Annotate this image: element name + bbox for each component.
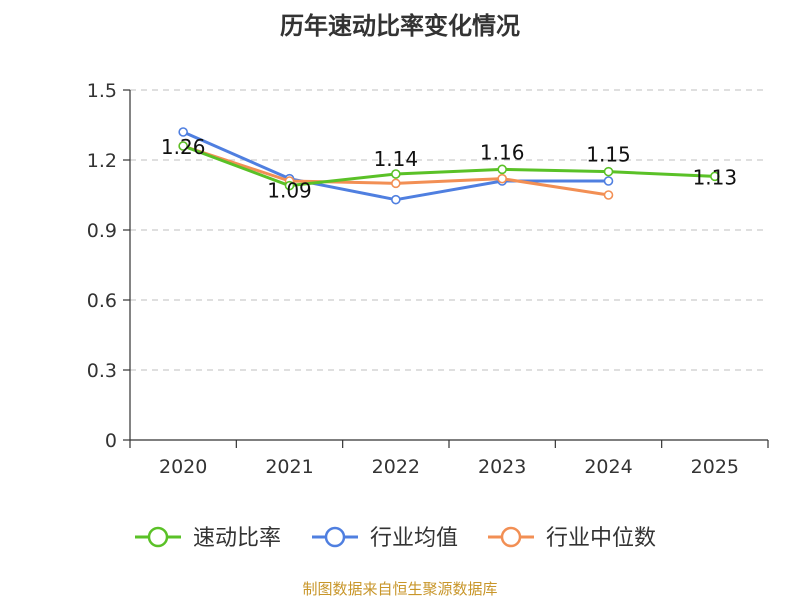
y-tick-label: 0 (105, 430, 117, 452)
data-point[interactable] (603, 190, 614, 200)
data-point[interactable] (497, 164, 507, 175)
data-point[interactable] (178, 141, 188, 151)
y-tick-label: 1.2 (87, 150, 117, 172)
legend-swatch-marker[interactable] (500, 526, 522, 548)
data-label: 1.14 (374, 147, 419, 171)
x-tick-label: 2024 (584, 456, 632, 478)
data-point[interactable] (284, 180, 295, 191)
data-point[interactable] (603, 176, 614, 186)
data-point[interactable] (710, 171, 720, 182)
y-tick-label: 0.9 (87, 220, 117, 242)
y-tick-label: 0.3 (87, 360, 117, 382)
legend-swatch-marker[interactable] (147, 526, 169, 548)
chart-title: 历年速动比率变化情况 (280, 12, 520, 40)
data-point[interactable] (391, 178, 401, 189)
data-point[interactable] (391, 169, 401, 179)
y-tick-label: 1.5 (87, 80, 117, 102)
data-label: 1.16 (480, 140, 525, 164)
data-point[interactable] (178, 127, 188, 137)
legend-label[interactable]: 行业中位数 (546, 526, 656, 551)
y-tick-label: 0.6 (87, 290, 117, 312)
legend-swatch-marker[interactable] (324, 526, 346, 548)
legend-label[interactable]: 行业均值 (370, 526, 458, 551)
legend-label[interactable]: 速动比率 (193, 526, 281, 551)
x-tick-label: 2020 (159, 456, 207, 478)
x-tick-label: 2021 (265, 456, 313, 478)
x-tick-label: 2023 (478, 456, 526, 478)
data-label: 1.15 (586, 143, 631, 167)
source-note: 制图数据来自恒生聚源数据库 (302, 580, 498, 598)
data-point[interactable] (497, 173, 507, 184)
series-line-0 (182, 144, 715, 188)
x-tick-label: 2022 (372, 456, 420, 478)
data-label: 1.13 (693, 165, 738, 189)
x-tick-label: 2025 (691, 456, 739, 478)
data-label: 1.09 (267, 179, 312, 203)
data-point[interactable] (391, 194, 401, 205)
data-label: 1.26 (161, 135, 206, 159)
data-point[interactable] (603, 166, 614, 177)
